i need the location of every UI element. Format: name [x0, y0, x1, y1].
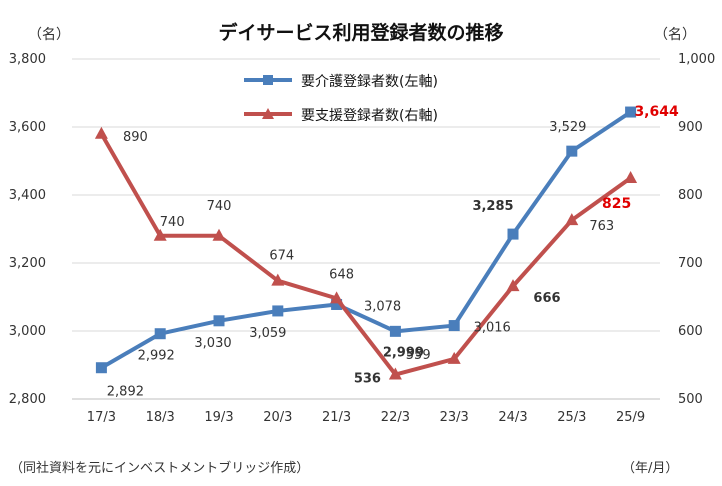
shien-data-label: 825: [602, 196, 631, 212]
series-kaigo-point: [566, 145, 578, 157]
x-tick-label: 25/3: [557, 410, 586, 425]
legend-shien-marker: [262, 108, 274, 119]
y-right-unit: （名）: [654, 27, 696, 43]
y-right-tick-label: 800: [678, 188, 703, 203]
shien-data-label: 763: [589, 219, 614, 234]
y-left-ticks: 2,800 3,000 3,200 3,400 3,600 3,800: [9, 52, 46, 407]
kaigo-data-label: 3,078: [364, 299, 401, 314]
x-tick-label: 25/9: [616, 410, 645, 425]
shien-data-label: 648: [329, 267, 354, 282]
x-tick-label: 24/3: [498, 410, 527, 425]
legend: 要介護登録者数(左軸) 要支援登録者数(右軸): [244, 74, 438, 124]
kaigo-data-label: 2,992: [138, 349, 175, 364]
kaigo-data-label: 3,285: [472, 199, 513, 214]
series-shien-point: [153, 228, 167, 241]
series-kaigo-point: [154, 328, 166, 340]
y-left-tick-label: 3,000: [9, 324, 46, 339]
y-left-tick-label: 2,800: [9, 392, 46, 407]
series-kaigo-point: [625, 106, 637, 118]
source-note: （同社資料を元にインベストメントブリッジ作成）: [10, 460, 309, 476]
series-shien-point: [565, 213, 579, 226]
legend-item-shien: 要支援登録者数(右軸): [244, 108, 438, 124]
series-shien-point: [624, 171, 638, 183]
chart-title: デイサービス利用登録者数の推移: [218, 21, 503, 44]
x-tick-label: 20/3: [263, 410, 292, 425]
series-shien-point: [388, 367, 402, 380]
y-left-tick-label: 3,400: [9, 188, 46, 203]
series-kaigo-line: [100, 110, 632, 370]
shien-data-label: 559: [406, 348, 431, 363]
grid-lines: [72, 58, 660, 332]
x-tick-label: 21/3: [322, 410, 351, 425]
shien-data-label: 536: [354, 372, 381, 387]
shien-data-label: 740: [160, 215, 185, 230]
x-tick-label: 19/3: [204, 410, 233, 425]
y-right-tick-label: 700: [678, 256, 703, 271]
x-ticks: 17/3 18/3 19/3 20/3 21/3 22/3 23/3 24/3 25/3 25/9: [87, 410, 645, 425]
series-kaigo-point: [448, 320, 460, 332]
shien-data-label: 674: [269, 249, 294, 264]
shien-data-label: 740: [207, 199, 232, 214]
shien-data-label: 666: [533, 291, 560, 306]
kaigo-data-label: 2,892: [107, 385, 144, 400]
y-left-tick-label: 3,800: [9, 52, 46, 67]
legend-kaigo-label: 要介護登録者数(左軸): [301, 74, 438, 90]
y-left-tick-label: 3,200: [9, 256, 46, 271]
kaigo-data-label: 3,529: [549, 120, 586, 135]
series-layer: 2,892 2,992 3,030 3,059 3,078 2,999 3,016 3,285…: [94, 104, 679, 400]
kaigo-data-label: 3,644: [634, 104, 679, 120]
kaigo-data-label: 3,030: [194, 336, 231, 351]
series-shien-point: [212, 228, 226, 241]
x-tick-label: 23/3: [440, 410, 469, 425]
legend-shien-label: 要支援登録者数(右軸): [301, 108, 438, 124]
series-kaigo-point: [389, 325, 401, 337]
y-right-tick-label: 600: [678, 324, 703, 339]
x-tick-label: 18/3: [146, 410, 175, 425]
series-kaigo-point: [331, 298, 343, 310]
series-shien-point: [94, 126, 108, 139]
series-shien-point: [271, 273, 285, 286]
series-kaigo-point: [272, 305, 284, 317]
y-right-tick-label: 900: [678, 120, 703, 135]
y-right-ticks: 500 600 700 800 900 1,000: [678, 52, 715, 407]
kaigo-data-label: 3,059: [249, 326, 286, 341]
x-tick-label: 22/3: [381, 410, 410, 425]
series-kaigo-point: [95, 362, 107, 374]
legend-item-kaigo: 要介護登録者数(左軸): [244, 74, 438, 90]
series-kaigo-point: [507, 228, 519, 240]
series-shien-point: [447, 351, 461, 364]
legend-kaigo-marker: [263, 75, 273, 85]
kaigo-data-label: 2,999: [383, 346, 424, 361]
series-shien-point: [506, 279, 520, 292]
y-right-tick-label: 500: [678, 392, 703, 407]
x-tick-label: 17/3: [87, 410, 116, 425]
x-axis-unit: （年/月）: [622, 461, 678, 476]
kaigo-data-label: 3,016: [474, 321, 511, 336]
y-left-unit: （名）: [28, 27, 70, 43]
series-shien-point: [330, 291, 344, 304]
shien-data-label: 890: [123, 130, 148, 145]
series-shien-line: [99, 132, 632, 377]
y-left-tick-label: 3,600: [9, 120, 46, 135]
y-right-tick-label: 1,000: [678, 52, 715, 67]
series-kaigo-point: [213, 315, 225, 327]
